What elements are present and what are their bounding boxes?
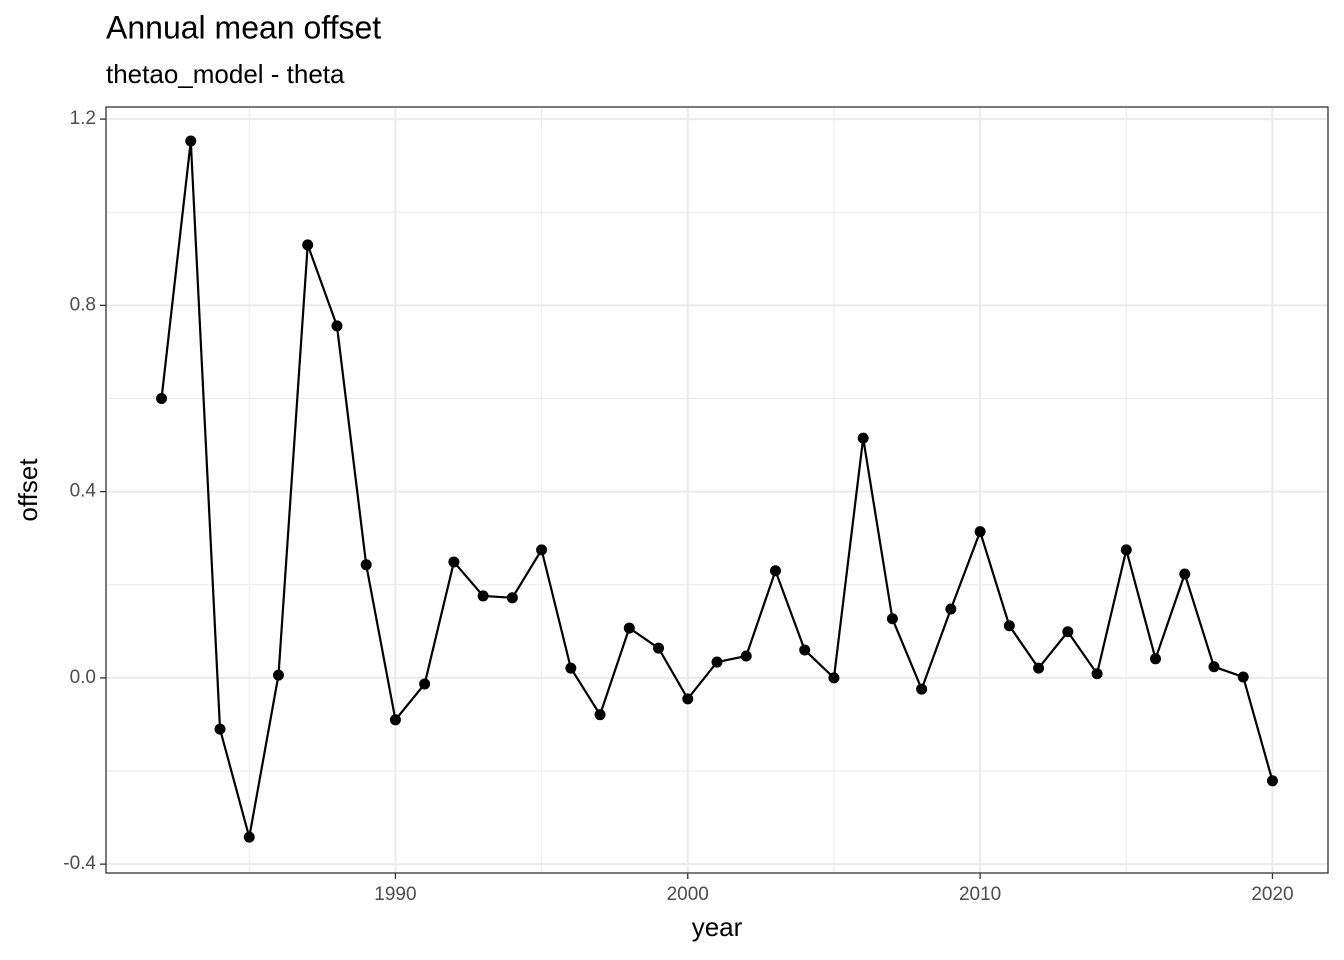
data-point: [331, 320, 343, 332]
plot-area: [156, 135, 1278, 843]
data-point: [565, 662, 577, 674]
data-point: [1208, 661, 1220, 673]
y-tick-label: 0.8: [70, 294, 96, 315]
chart-title: Annual mean offset: [106, 9, 381, 45]
data-point: [1266, 775, 1278, 787]
data-point: [1179, 568, 1191, 580]
x-tick-label: 2000: [667, 884, 709, 905]
data-point: [857, 432, 869, 444]
data-point: [623, 622, 635, 634]
data-point: [1237, 671, 1249, 683]
data-point: [477, 590, 489, 602]
data-point: [594, 709, 606, 721]
data-point: [360, 559, 372, 571]
data-point: [974, 526, 986, 538]
data-point: [769, 565, 781, 577]
data-point: [799, 644, 811, 656]
x-axis-label: year: [692, 912, 743, 942]
x-tick-label: 2010: [959, 884, 1001, 905]
data-point: [214, 723, 226, 735]
series-line: [160, 140, 1274, 838]
x-tick-label: 1990: [374, 884, 416, 905]
data-point: [1091, 668, 1103, 680]
data-point: [419, 678, 431, 690]
data-point: [389, 714, 401, 726]
data-point: [506, 592, 518, 604]
data-point: [272, 669, 284, 681]
y-axis-label: offset: [13, 458, 43, 522]
data-point: [682, 693, 694, 705]
data-point: [243, 831, 255, 843]
x-tick-label: 2020: [1251, 884, 1293, 905]
data-point: [1062, 626, 1074, 638]
data-point: [711, 656, 723, 668]
data-point: [886, 613, 898, 625]
data-point: [945, 603, 957, 615]
panel-border: [105, 106, 1329, 874]
data-point: [653, 642, 665, 654]
data-point: [1150, 653, 1162, 665]
y-tick-label: 1.2: [70, 108, 96, 129]
chart-subtitle: thetao_model - theta: [106, 59, 345, 89]
data-point: [448, 556, 460, 568]
y-tick-label: 0.4: [70, 481, 97, 502]
grid: [106, 107, 1328, 873]
data-point: [1033, 662, 1045, 674]
data-point: [916, 683, 928, 695]
data-point: [156, 392, 168, 404]
y-tick-label: 0.0: [70, 667, 96, 688]
data-point: [740, 650, 752, 662]
data-point: [1003, 620, 1015, 632]
data-point: [1120, 544, 1132, 556]
y-tick-label: -0.4: [63, 853, 96, 874]
data-point: [185, 135, 197, 147]
data-point: [302, 239, 314, 251]
data-point: [828, 672, 840, 684]
data-point: [536, 544, 548, 556]
